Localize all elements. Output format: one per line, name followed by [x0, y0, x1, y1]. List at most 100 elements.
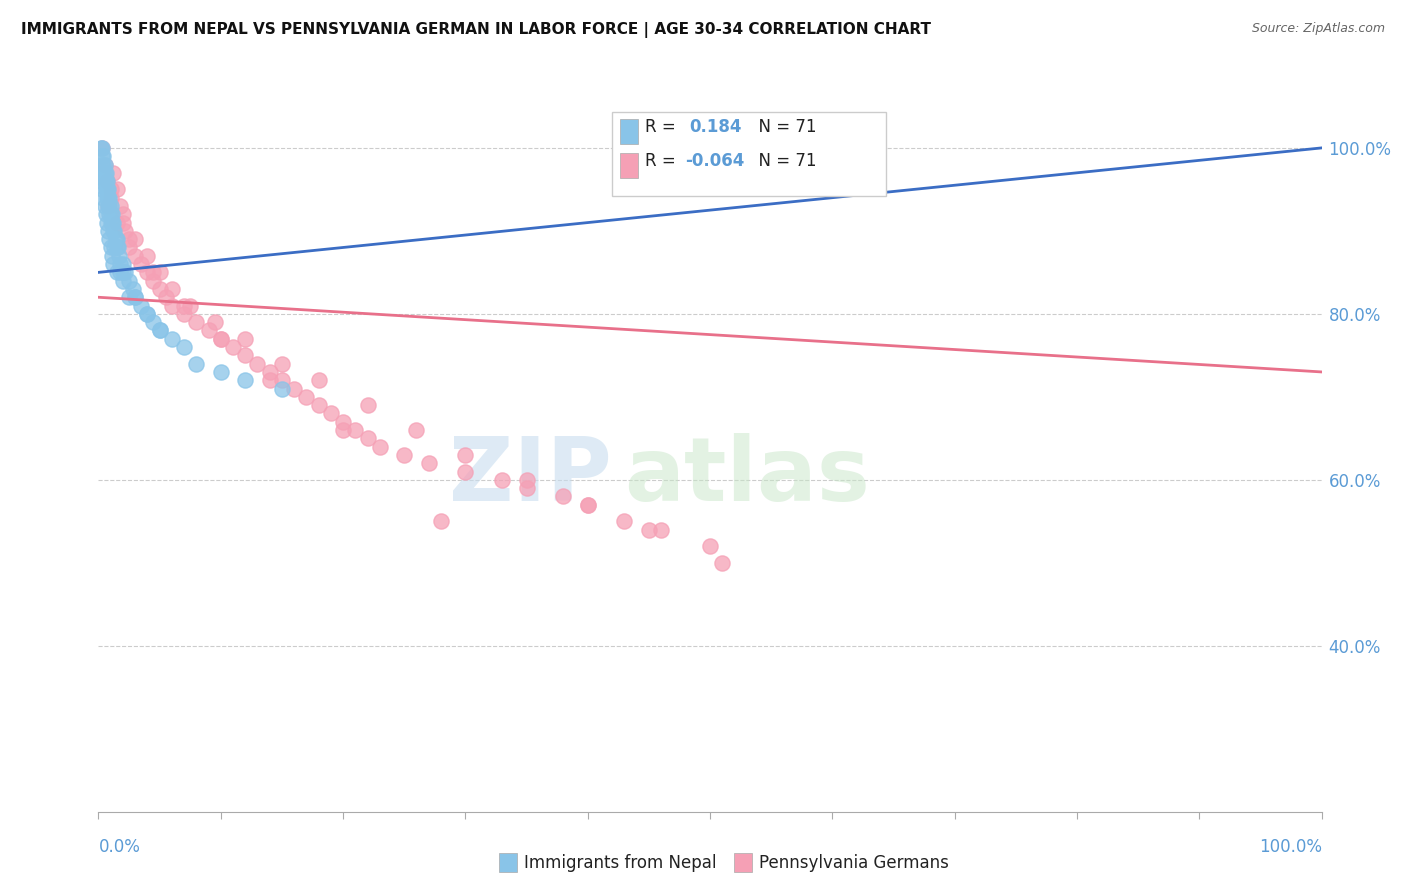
- Point: [108, 249, 131, 263]
- Point: [173, 299, 195, 313]
- Point: [111, 274, 134, 288]
- Point: [233, 332, 256, 346]
- Point: [94, 174, 117, 188]
- Point: [142, 265, 165, 279]
- Point: [295, 390, 318, 404]
- Point: [110, 265, 132, 279]
- Point: [129, 299, 152, 313]
- Point: [111, 257, 134, 271]
- Point: [91, 149, 114, 163]
- Point: [118, 240, 141, 254]
- Point: [98, 207, 121, 221]
- Point: [91, 191, 114, 205]
- Point: [259, 373, 281, 387]
- Point: [332, 423, 354, 437]
- Point: [107, 240, 129, 254]
- Point: [160, 332, 183, 346]
- Point: [97, 199, 120, 213]
- Point: [160, 282, 183, 296]
- Point: [270, 382, 294, 396]
- Text: ZIP: ZIP: [450, 433, 612, 520]
- Point: [136, 249, 159, 263]
- Point: [100, 199, 122, 213]
- Point: [111, 265, 134, 279]
- Point: [91, 182, 114, 196]
- Point: [91, 166, 114, 180]
- Text: -0.064: -0.064: [685, 152, 744, 169]
- Point: [209, 365, 232, 379]
- Point: [124, 232, 146, 246]
- Point: [94, 182, 117, 196]
- Point: [101, 249, 124, 263]
- Point: [93, 166, 115, 180]
- Point: [91, 149, 114, 163]
- Point: [332, 415, 354, 429]
- Point: [136, 307, 159, 321]
- Point: [259, 365, 281, 379]
- Point: [103, 224, 125, 238]
- Point: [405, 423, 427, 437]
- Point: [204, 315, 226, 329]
- Point: [246, 357, 269, 371]
- Point: [209, 332, 232, 346]
- Point: [124, 290, 146, 304]
- Point: [136, 265, 159, 279]
- Point: [430, 514, 453, 528]
- Point: [98, 232, 121, 246]
- Point: [100, 207, 122, 221]
- Point: [124, 249, 146, 263]
- Point: [650, 523, 672, 537]
- Point: [105, 216, 128, 230]
- Point: [149, 265, 172, 279]
- Point: [160, 299, 183, 313]
- Point: [101, 257, 124, 271]
- Point: [94, 207, 117, 221]
- Point: [98, 199, 121, 213]
- Point: [110, 257, 132, 271]
- Text: N = 71: N = 71: [748, 152, 817, 169]
- Point: [613, 514, 636, 528]
- Point: [308, 373, 330, 387]
- Point: [149, 323, 172, 337]
- Point: [100, 191, 122, 205]
- Point: [114, 265, 136, 279]
- Point: [155, 290, 177, 304]
- Point: [197, 323, 219, 337]
- Point: [101, 216, 124, 230]
- Point: [101, 216, 124, 230]
- Point: [516, 481, 538, 495]
- Point: [96, 182, 118, 196]
- Point: [101, 224, 124, 238]
- Point: [105, 265, 128, 279]
- Text: Pennsylvania Germans: Pennsylvania Germans: [759, 854, 949, 871]
- Point: [142, 315, 165, 329]
- Point: [270, 357, 294, 371]
- Point: [699, 539, 721, 553]
- Point: [576, 498, 599, 512]
- Point: [454, 448, 477, 462]
- Point: [270, 373, 294, 387]
- Point: [100, 216, 122, 230]
- Text: R =: R =: [645, 118, 682, 136]
- Text: N = 71: N = 71: [748, 118, 817, 136]
- Point: [121, 282, 143, 296]
- Point: [96, 174, 118, 188]
- Point: [124, 290, 146, 304]
- Point: [222, 340, 245, 354]
- Point: [114, 224, 136, 238]
- Point: [96, 174, 118, 188]
- Text: 0.184: 0.184: [689, 118, 741, 136]
- Text: Source: ZipAtlas.com: Source: ZipAtlas.com: [1251, 22, 1385, 36]
- Point: [91, 141, 114, 155]
- Text: Immigrants from Nepal: Immigrants from Nepal: [524, 854, 717, 871]
- Point: [233, 348, 256, 362]
- Point: [94, 166, 117, 180]
- Point: [173, 340, 195, 354]
- Point: [356, 398, 378, 412]
- Text: R =: R =: [645, 152, 682, 169]
- Point: [96, 191, 118, 205]
- Point: [91, 157, 114, 171]
- Point: [111, 216, 134, 230]
- Point: [129, 257, 152, 271]
- Point: [319, 406, 342, 420]
